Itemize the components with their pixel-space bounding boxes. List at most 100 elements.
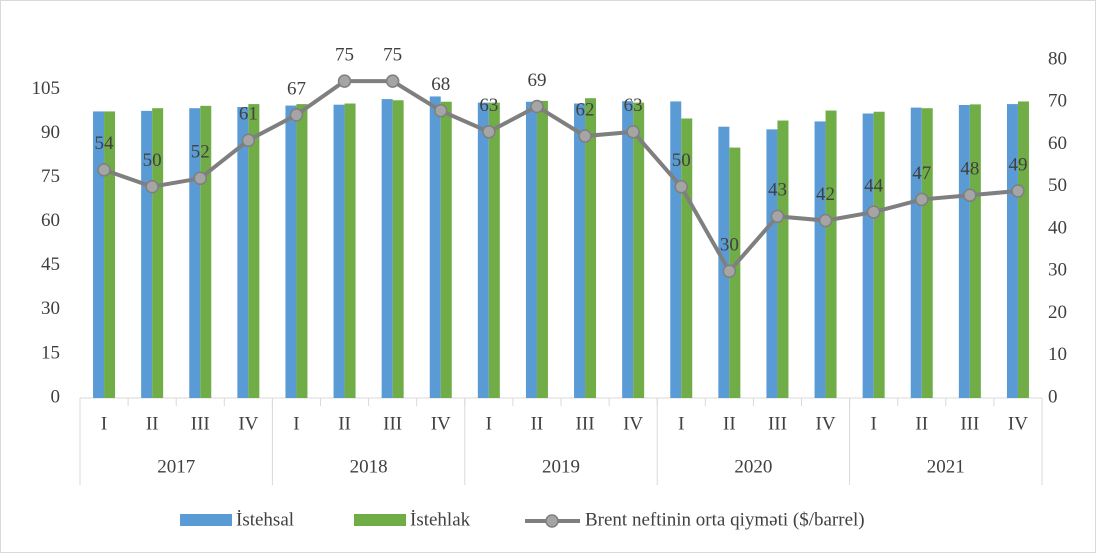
bar	[296, 104, 308, 398]
y-tick-label: 60	[41, 210, 60, 231]
x-tick-label: II	[531, 413, 544, 434]
y2-tick-label: 0	[1048, 386, 1058, 407]
line-marker	[818, 213, 833, 228]
bar	[477, 102, 489, 398]
legend-swatch	[354, 514, 406, 526]
x-tick-label: IV	[431, 413, 451, 434]
line-marker	[1011, 184, 1025, 198]
line-marker	[722, 264, 737, 278]
bar	[200, 105, 212, 398]
bar	[488, 102, 500, 398]
x-tick-label: III	[383, 413, 402, 434]
x-tick-label: III	[576, 413, 595, 434]
data-label: 61	[239, 104, 258, 125]
data-label: 48	[960, 159, 979, 180]
x-tick-label: II	[338, 413, 351, 434]
y2-tick-label: 80	[1048, 48, 1067, 69]
data-label: 52	[191, 142, 210, 163]
line-marker	[482, 125, 496, 139]
x-tick-label: I	[293, 413, 299, 434]
y-tick-label: 15	[41, 342, 60, 363]
line-marker	[385, 74, 400, 88]
data-label: 75	[335, 44, 354, 65]
x-tick-label: II	[723, 413, 736, 434]
bar	[141, 110, 153, 398]
y-tick-label: 30	[41, 298, 60, 319]
bar	[248, 104, 260, 398]
y2-tick-label: 50	[1048, 175, 1067, 196]
data-label: 63	[624, 95, 643, 116]
bar	[574, 103, 586, 398]
data-label: 42	[816, 184, 835, 205]
data-label: 50	[143, 150, 162, 171]
line-marker	[241, 133, 256, 148]
bar	[1006, 104, 1018, 398]
data-label: 68	[431, 74, 450, 95]
y2-tick-label: 10	[1048, 344, 1067, 365]
x-tick-label: I	[101, 413, 107, 434]
bar	[525, 101, 537, 398]
legend-marker	[545, 514, 559, 528]
bar	[152, 108, 164, 399]
data-label: 75	[383, 44, 402, 65]
line-marker	[145, 180, 159, 194]
y2-tick-label: 70	[1048, 91, 1067, 112]
x-tick-label: III	[960, 413, 979, 434]
line-marker	[578, 129, 592, 143]
data-label: 54	[95, 133, 115, 154]
bar	[958, 104, 970, 399]
bar	[536, 100, 548, 398]
bar	[333, 104, 345, 399]
y2-tick-label: 20	[1048, 302, 1067, 323]
data-label: 62	[576, 99, 595, 120]
data-label: 49	[1008, 154, 1027, 175]
bar	[392, 100, 404, 399]
y-tick-label: 90	[41, 122, 60, 143]
legend-label: Brent neftinin orta qiyməti ($/barrel)	[585, 509, 865, 530]
line-marker	[193, 171, 207, 186]
line-marker	[97, 163, 111, 177]
data-label: 43	[768, 180, 787, 201]
line-marker	[915, 192, 929, 207]
y-tick-label: 45	[41, 254, 60, 275]
legend: İstehsal İstehlak Brent neftinin orta qi…	[180, 509, 865, 530]
bar	[381, 99, 393, 399]
line-marker	[770, 209, 785, 224]
data-label: 69	[527, 70, 546, 91]
x-group-label: 2019	[542, 456, 580, 477]
bar	[189, 108, 201, 399]
x-tick-label: I	[870, 413, 876, 434]
x-group-label: 2017	[157, 456, 195, 477]
bar	[633, 102, 645, 398]
bar	[344, 103, 356, 398]
bar	[670, 101, 682, 398]
bar	[766, 129, 778, 399]
x-tick-label: IV	[623, 413, 643, 434]
bar	[93, 111, 105, 398]
x-tick-label: III	[768, 413, 787, 434]
x-tick-label: II	[915, 413, 928, 434]
x-tick-label: IV	[238, 413, 258, 434]
data-label: 44	[864, 175, 884, 196]
bar	[440, 101, 452, 398]
bar	[1017, 101, 1029, 398]
legend-label: İstehsal	[236, 509, 294, 530]
bar	[237, 107, 249, 398]
x-tick-label: II	[146, 413, 159, 434]
y-tick-label: 75	[41, 166, 60, 187]
line-marker	[530, 99, 544, 114]
x-group-label: 2021	[927, 456, 965, 477]
data-label: 50	[672, 150, 691, 171]
bar	[585, 98, 597, 399]
bar	[862, 113, 874, 398]
data-label: 67	[287, 78, 306, 99]
y-tick-label: 105	[32, 78, 61, 99]
data-label: 30	[720, 235, 739, 256]
line-marker	[674, 180, 688, 194]
data-label: 63	[479, 95, 498, 116]
line-marker	[289, 108, 304, 122]
x-tick-label: III	[191, 413, 210, 434]
bar	[429, 96, 441, 398]
bar	[921, 108, 933, 399]
bar	[681, 118, 693, 398]
